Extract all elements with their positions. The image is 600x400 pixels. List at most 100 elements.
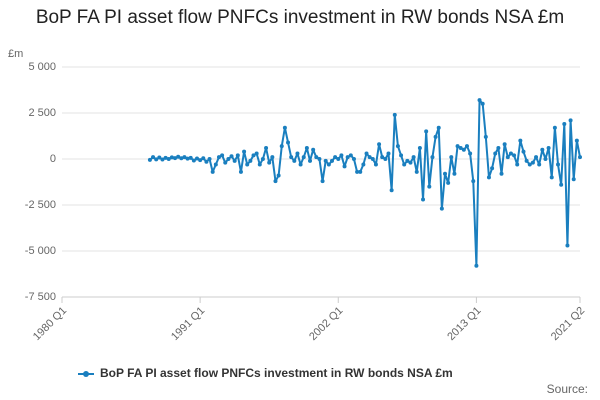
data-point [301,155,306,160]
data-point [512,153,517,158]
data-point [395,144,400,149]
data-point [518,138,523,143]
data-point [248,158,253,163]
data-point [521,149,526,154]
data-point [537,162,542,167]
data-point [147,157,152,162]
data-point [499,171,504,176]
data-point [443,171,448,176]
data-point [210,169,215,174]
data-point [427,184,432,189]
data-point [213,162,218,167]
data-point [286,140,291,145]
data-point [267,160,272,165]
data-point [251,153,256,158]
chart-title: BoP FA PI asset flow PNFCs investment in… [35,7,565,28]
data-point [355,169,360,174]
data-point [345,155,350,160]
data-point [311,147,316,152]
data-point [556,162,561,167]
data-point [333,155,338,160]
data-point [194,156,199,161]
data-point [292,158,297,163]
data-point [154,157,159,162]
data-point [386,151,391,156]
data-point [524,158,529,163]
data-point [370,157,375,161]
data-point [439,206,444,211]
data-point [198,158,203,163]
data-point [329,158,334,163]
data-point [235,153,240,158]
data-point [540,147,545,152]
data-point [574,138,579,143]
data-point [452,171,457,176]
data-point [169,155,174,160]
x-tick-label: 2013 Q1 [445,305,483,343]
y-tick-label: -5 000 [25,245,56,257]
data-point [546,145,551,150]
data-point [226,157,231,161]
data-point [527,162,532,167]
data-point [317,157,322,161]
data-point [483,134,488,139]
data-point [530,160,535,165]
data-point [264,145,269,150]
x-tick-label: 1991 Q1 [169,305,207,343]
data-point [160,157,165,162]
data-point [490,166,495,171]
data-point [455,144,460,149]
data-point [549,175,554,180]
data-point [220,153,225,158]
data-point [295,151,300,156]
source: Source: [547,382,588,396]
data-point [232,158,237,163]
data-point [173,156,178,161]
data-point [430,155,435,160]
data-point [185,156,190,161]
y-tick-label: -7 500 [25,291,56,303]
data-point [486,175,491,180]
data-point [260,157,265,161]
data-point [477,98,482,103]
data-point [157,155,162,160]
y-unit: £m [8,48,23,60]
data-point [373,162,378,167]
data-point [361,162,366,167]
data-point [358,169,363,174]
data-point [367,155,372,160]
data-point [436,125,441,130]
data-point [336,157,341,161]
data-point [392,112,397,117]
data-point [449,155,454,160]
data-point [377,142,382,147]
legend-marker [83,371,89,377]
data-point [480,101,485,106]
data-point [543,157,548,161]
data-point [182,155,187,160]
data-point [298,162,303,167]
x-tick-label: 1980 Q1 [31,305,69,343]
data-point [326,162,331,167]
data-point [458,145,463,150]
y-tick-label: 2 500 [28,107,56,119]
data-point [402,162,407,167]
data-point [201,156,206,161]
data-point [568,118,573,123]
data-point [348,153,353,158]
data-point [433,134,438,139]
data-point [216,155,221,160]
data-point [414,169,419,174]
data-point [314,155,319,160]
data-point [279,144,284,149]
data-point [304,145,309,150]
data-point [411,155,416,160]
data-point [273,179,278,184]
data-point [242,149,247,154]
data-point [446,180,451,185]
x-tick-label: 2021 Q2 [549,305,587,343]
data-point [399,153,404,158]
data-point [351,157,356,161]
data-point [565,243,570,248]
data-point [207,157,212,161]
